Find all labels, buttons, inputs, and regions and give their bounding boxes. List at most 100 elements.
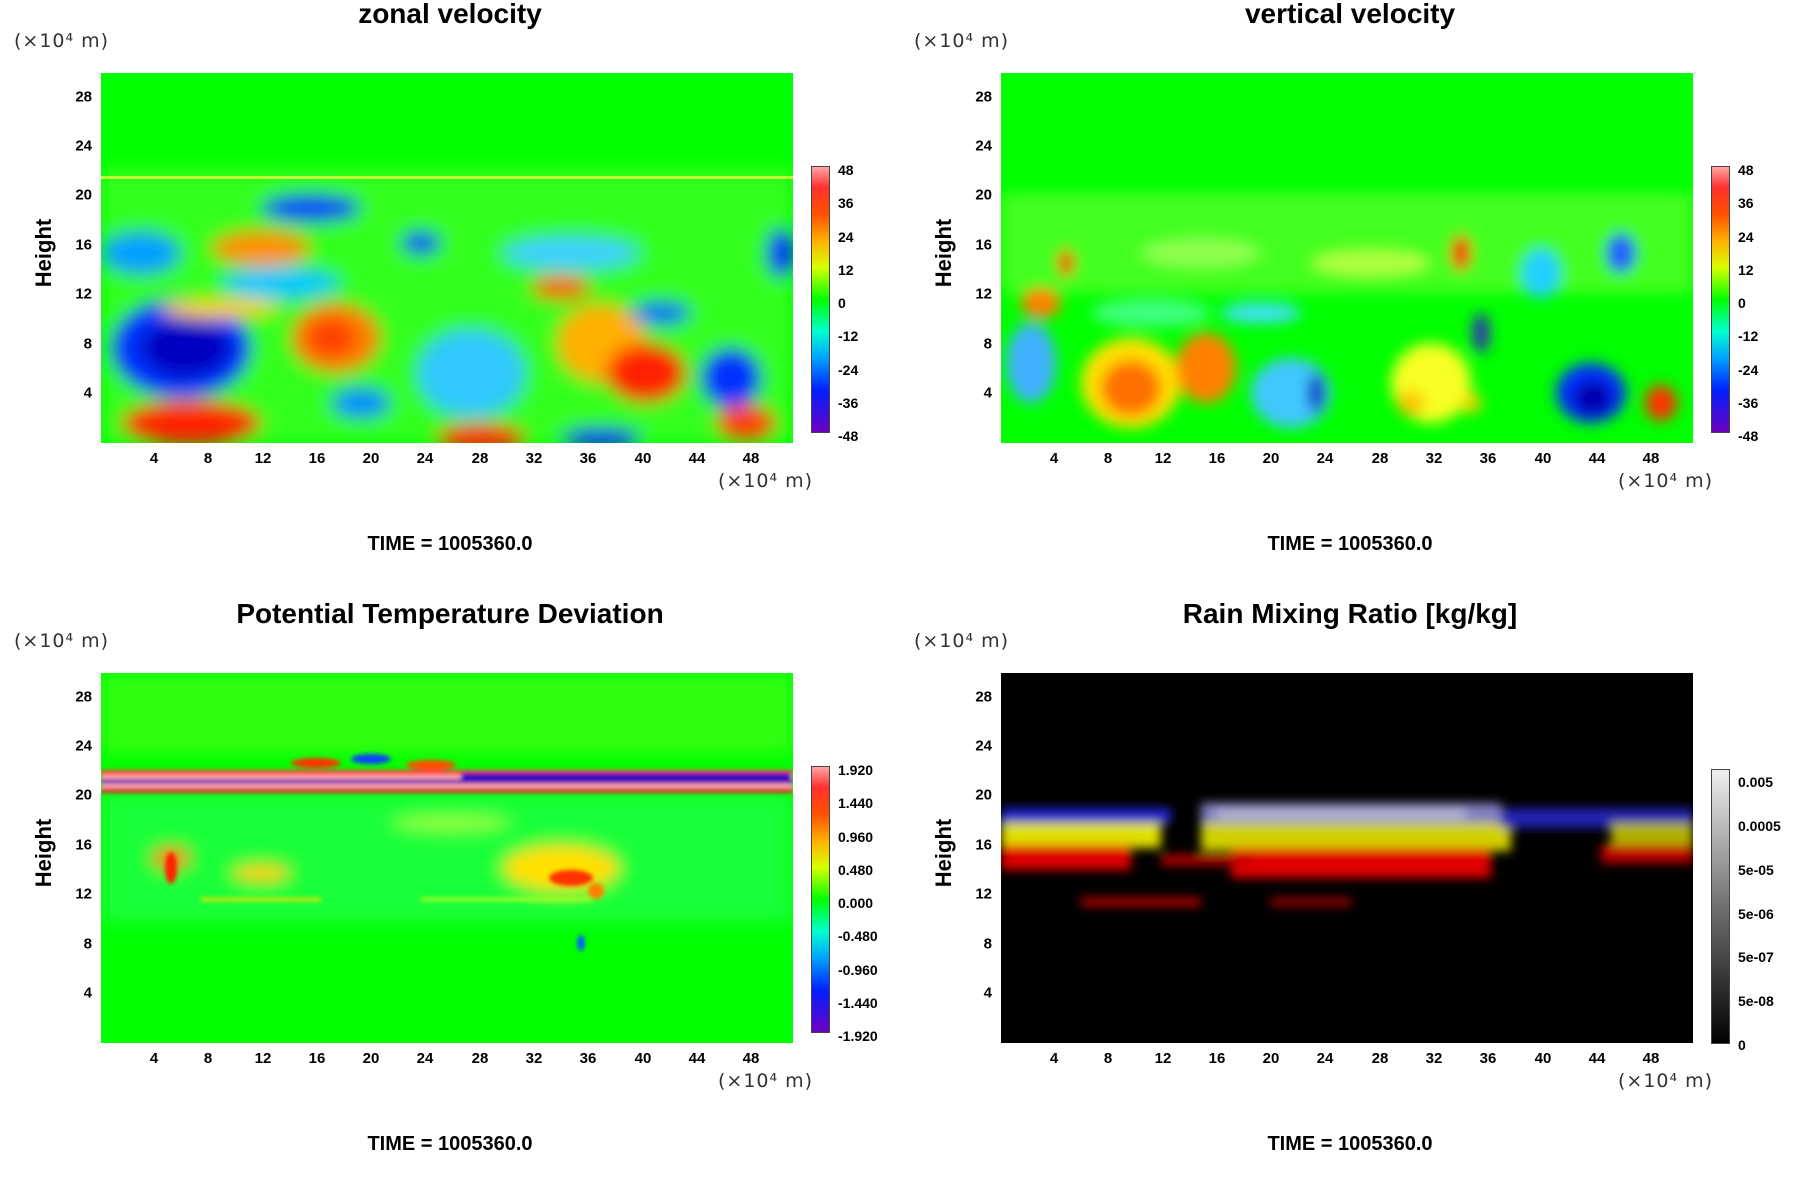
colorbar-tick-label: 48 — [838, 162, 854, 178]
y-tick-label: 16 — [75, 836, 92, 854]
colorbar-tick-label: -1.920 — [838, 1028, 878, 1044]
x-tick-label: 8 — [203, 450, 213, 467]
x-tick-label: 20 — [1262, 450, 1280, 467]
y-axis-label: Height — [931, 218, 956, 288]
zonal-velocity-heatmap — [101, 73, 793, 443]
panel-potential-temperature: Potential Temperature Deviation (×10⁴ m)… — [0, 598, 900, 1200]
colorbar-tick-label: -24 — [838, 362, 859, 378]
y-tick-label: 12 — [75, 885, 92, 903]
panel-vertical-velocity: vertical velocity (×10⁴ m) Height — [900, 0, 1800, 600]
y-tick-label: 20 — [75, 186, 92, 204]
potential-temperature-heatmap — [101, 673, 793, 1043]
y-axis-unit: (×10⁴ m) — [914, 630, 1010, 652]
colorbar-tick-label: -12 — [1738, 328, 1759, 344]
x-tick-label: 24 — [1316, 1050, 1334, 1067]
colorbar-tick-label: 0 — [1738, 1037, 1746, 1053]
y-tick-label: 8 — [983, 935, 992, 953]
x-tick-label: 16 — [1208, 1050, 1226, 1067]
colorbar-tick-label: -36 — [1738, 395, 1759, 411]
colorbar-tick-label: -1.440 — [838, 995, 878, 1011]
panel-zonal-velocity: zonal velocity (×10⁴ m) Height — [0, 0, 900, 600]
x-tick-label: 16 — [308, 1050, 326, 1067]
x-tick-label: 16 — [308, 450, 326, 467]
vertical-velocity-heatmap — [1001, 73, 1693, 443]
y-tick-label: 16 — [975, 236, 992, 254]
colorbar-tick-label: 36 — [838, 195, 854, 211]
chart-title: Potential Temperature Deviation — [236, 598, 664, 629]
x-axis-unit: (×10⁴ m) — [1618, 470, 1714, 492]
heatmap-field — [1001, 73, 1693, 443]
x-tick-label: 32 — [525, 1050, 543, 1067]
time-label: TIME = 1005360.0 — [1267, 1133, 1433, 1155]
chart-title: vertical velocity — [1244, 0, 1456, 29]
y-tick-label: 24 — [975, 737, 992, 755]
x-tick-label: 24 — [416, 1050, 434, 1067]
colorbar-tick-label: -12 — [838, 328, 859, 344]
x-tick-label: 28 — [1371, 450, 1389, 467]
x-axis-unit: (×10⁴ m) — [718, 1070, 814, 1092]
x-tick-label: 12 — [254, 1050, 272, 1067]
y-tick-label: 8 — [83, 935, 92, 953]
heatmap-field — [101, 673, 793, 1043]
x-tick-label: 28 — [1371, 1050, 1389, 1067]
y-tick-label: 24 — [975, 137, 992, 155]
time-label: TIME = 1005360.0 — [367, 533, 533, 555]
y-tick-label: 28 — [975, 688, 992, 706]
x-tick-label: 48 — [742, 1050, 760, 1067]
panel-rain-mixing-ratio: Rain Mixing Ratio [kg/kg] (×10⁴ m) Heigh… — [900, 598, 1800, 1200]
x-tick-label: 16 — [1208, 450, 1226, 467]
colorbar-tick-label: 24 — [838, 229, 854, 245]
colorbar-tick-label: -0.960 — [838, 962, 878, 978]
colorbar-tick-label: -36 — [838, 395, 859, 411]
x-tick-label: 44 — [688, 1050, 706, 1067]
heatmap-field — [1001, 673, 1693, 1043]
x-tick-label: 36 — [1479, 450, 1497, 467]
colorbar-tick-label: 24 — [1738, 229, 1754, 245]
x-tick-label: 20 — [1262, 1050, 1280, 1067]
x-tick-label: 32 — [525, 450, 543, 467]
x-tick-label: 12 — [1154, 1050, 1172, 1067]
x-tick-label: 4 — [1049, 450, 1059, 467]
x-tick-label: 36 — [579, 1050, 597, 1067]
x-tick-label: 44 — [1588, 450, 1606, 467]
colorbar-tick-label: 0.000 — [838, 895, 874, 911]
x-axis-unit: (×10⁴ m) — [718, 470, 814, 492]
x-tick-label: 36 — [579, 450, 597, 467]
x-tick-label: 40 — [1534, 1050, 1552, 1067]
x-tick-label: 4 — [1049, 1050, 1059, 1067]
colorbar — [1711, 769, 1730, 1044]
colorbar-tick-label: -0.480 — [838, 928, 878, 944]
y-tick-label: 28 — [75, 88, 92, 106]
colorbar-tick-label: 12 — [1738, 262, 1754, 278]
colorbar-tick-label: 0 — [838, 295, 846, 311]
y-tick-label: 20 — [975, 186, 992, 204]
colorbar-tick-label: 5e-08 — [1738, 993, 1774, 1009]
x-axis-unit: (×10⁴ m) — [1618, 1070, 1714, 1092]
y-tick-label: 12 — [975, 885, 992, 903]
y-tick-label: 16 — [75, 236, 92, 254]
y-axis-unit: (×10⁴ m) — [914, 30, 1010, 52]
y-tick-label: 12 — [975, 285, 992, 303]
heatmap-field — [101, 73, 793, 443]
y-tick-label: 4 — [983, 384, 992, 402]
y-tick-label: 20 — [75, 786, 92, 804]
colorbar-tick-label: 1.920 — [838, 762, 874, 778]
x-tick-label: 4 — [149, 450, 159, 467]
colorbar-tick-label: 36 — [1738, 195, 1754, 211]
colorbar — [811, 766, 830, 1033]
x-tick-label: 8 — [1103, 1050, 1113, 1067]
x-tick-label: 4 — [149, 1050, 159, 1067]
x-tick-label: 48 — [742, 450, 760, 467]
x-tick-label: 20 — [362, 1050, 380, 1067]
x-tick-label: 40 — [634, 450, 652, 467]
y-tick-label: 4 — [983, 984, 992, 1002]
y-tick-label: 8 — [983, 335, 992, 353]
x-tick-label: 8 — [1103, 450, 1113, 467]
colorbar-tick-label: 0 — [1738, 295, 1746, 311]
colorbar-tick-label: 5e-06 — [1738, 906, 1774, 922]
y-tick-label: 24 — [75, 137, 92, 155]
y-tick-label: 16 — [975, 836, 992, 854]
y-axis-label: Height — [31, 218, 56, 288]
x-tick-label: 8 — [203, 1050, 213, 1067]
colorbar-tick-label: -48 — [838, 428, 859, 444]
